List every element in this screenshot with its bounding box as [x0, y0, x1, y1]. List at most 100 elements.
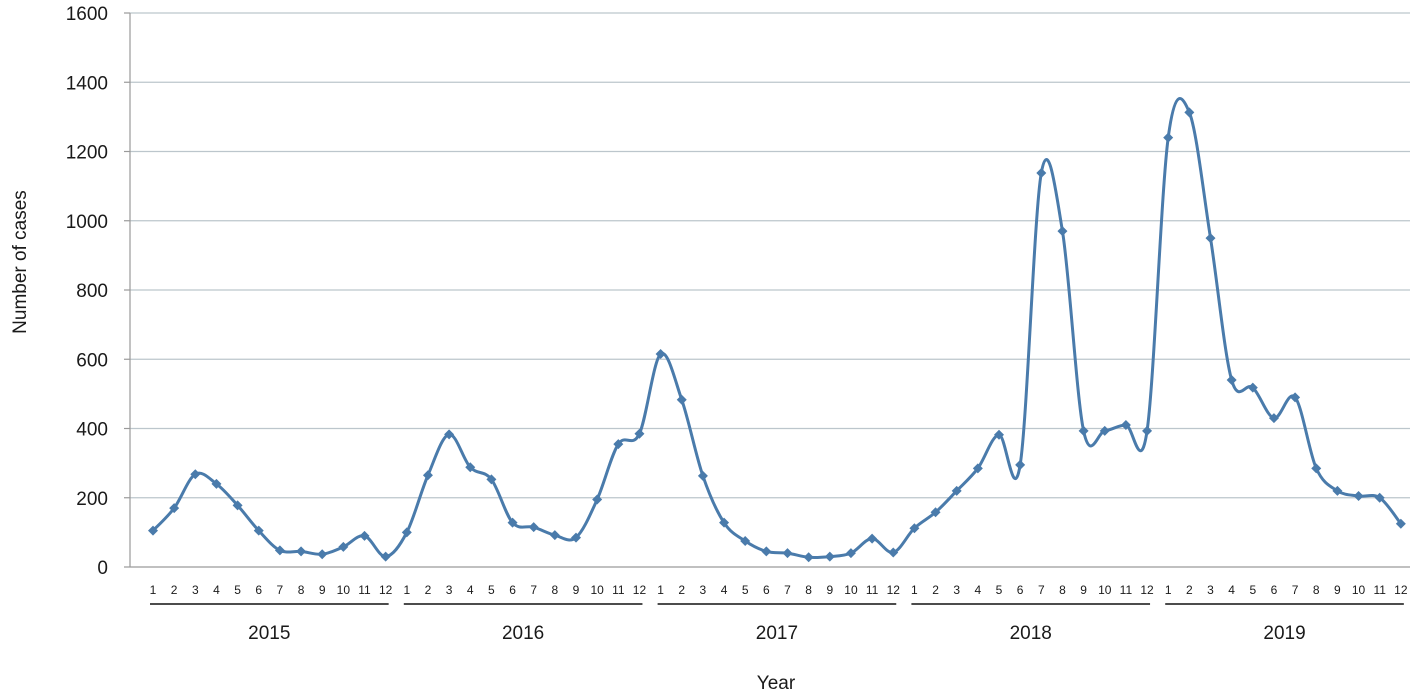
x-tick-label: 4 [975, 583, 982, 597]
x-tick-label: 11 [866, 583, 879, 597]
y-tick-label: 1600 [66, 4, 108, 25]
x-tick-label: 3 [192, 583, 199, 597]
x-tick-label: 3 [1207, 583, 1214, 597]
x-tick-label: 10 [844, 583, 858, 597]
year-label-2015: 2015 [248, 623, 290, 644]
x-tick-label: 5 [234, 583, 241, 597]
data-point [1057, 226, 1068, 237]
y-tick-label: 200 [76, 489, 108, 510]
y-tick-label: 1000 [66, 212, 108, 233]
x-tick-label: 2 [171, 583, 178, 597]
x-tick-label: 12 [1140, 583, 1154, 597]
x-tick-label: 9 [319, 583, 326, 597]
data-point [232, 500, 243, 511]
y-axis-ticks: 0 200 400 600 800 1000 1200 1400 1600 [66, 4, 108, 579]
x-tick-label: 4 [213, 583, 220, 597]
data-point [888, 547, 899, 558]
x-tick-label: 12 [1394, 583, 1408, 597]
data-point [380, 551, 391, 562]
data-point [422, 470, 433, 481]
x-tick-label: 2 [1186, 583, 1193, 597]
data-point [169, 503, 180, 514]
x-tick-label: 9 [1080, 583, 1087, 597]
x-tick-label: 1 [1165, 583, 1172, 597]
data-point [1332, 485, 1343, 496]
x-tick-label: 5 [1249, 583, 1256, 597]
y-tick-label: 0 [97, 558, 108, 579]
x-tick-label: 1 [657, 583, 664, 597]
data-point [253, 525, 264, 536]
data-point [972, 463, 983, 474]
data-point [1078, 425, 1089, 436]
data-point [190, 469, 201, 480]
x-tick-label: 9 [826, 583, 833, 597]
data-point [486, 474, 497, 485]
x-tick-label: 5 [488, 583, 495, 597]
data-point [528, 522, 539, 533]
x-tick-label: 5 [742, 583, 749, 597]
x-tick-label: 11 [358, 583, 371, 597]
x-tick-label: 6 [509, 583, 516, 597]
x-tick-label: 12 [887, 583, 901, 597]
data-point [845, 548, 856, 559]
x-tick-label: 11 [1120, 583, 1133, 597]
series-line-group [148, 97, 1406, 563]
data-point [317, 549, 328, 560]
x-tick-label: 12 [379, 583, 393, 597]
year-label-2016: 2016 [502, 623, 544, 644]
data-point [655, 349, 666, 360]
data-point [697, 470, 708, 481]
data-point [465, 462, 476, 473]
x-tick-label: 6 [1017, 583, 1024, 597]
x-tick-label: 2 [932, 583, 939, 597]
data-point [782, 548, 793, 559]
x-tick-label: 7 [784, 583, 791, 597]
data-point [930, 507, 941, 518]
data-point [1374, 492, 1385, 503]
data-point [951, 485, 962, 496]
x-tick-label: 10 [337, 583, 351, 597]
year-label-2019: 2019 [1263, 623, 1305, 644]
y-tick-label: 800 [76, 281, 108, 302]
x-tick-label: 1 [911, 583, 918, 597]
data-point [1036, 167, 1047, 178]
x-tick-label: 3 [446, 583, 453, 597]
x-tick-label: 7 [1292, 583, 1299, 597]
data-point [909, 523, 920, 534]
data-point [1226, 375, 1237, 386]
data-point [1247, 382, 1258, 393]
data-point [719, 517, 730, 528]
data-point [1120, 420, 1131, 431]
data-point [613, 439, 624, 450]
series-line [151, 97, 1403, 560]
x-tick-label: 11 [612, 583, 625, 597]
data-point [1163, 132, 1174, 143]
x-tick-label: 8 [805, 583, 812, 597]
x-tick-label: 6 [255, 583, 262, 597]
x-tick-label: 4 [721, 583, 728, 597]
data-point [507, 517, 518, 528]
x-tick-label: 1 [150, 583, 157, 597]
x-tick-label: 1 [403, 583, 410, 597]
data-point [401, 527, 412, 538]
data-point [148, 525, 158, 536]
x-tick-label: 8 [298, 583, 305, 597]
data-point [1142, 425, 1153, 436]
y-tick-label: 1200 [66, 143, 108, 164]
gridlines [124, 12, 1410, 568]
y-tick-label: 400 [76, 420, 108, 441]
y-tick-label: 600 [76, 350, 108, 371]
y-axis-title: Number of cases [10, 190, 31, 334]
data-point [571, 532, 581, 543]
data-point [338, 541, 349, 552]
year-label-2018: 2018 [1010, 623, 1052, 644]
data-point [296, 546, 307, 557]
x-tick-label: 8 [552, 583, 559, 597]
x-tick-label: 4 [1228, 583, 1235, 597]
x-tick-label: 12 [633, 583, 647, 597]
x-axis-title: Year [757, 673, 796, 694]
x-tick-label: 3 [953, 583, 960, 597]
data-point [1290, 392, 1301, 403]
data-point [824, 551, 835, 562]
data-point [1015, 459, 1026, 470]
